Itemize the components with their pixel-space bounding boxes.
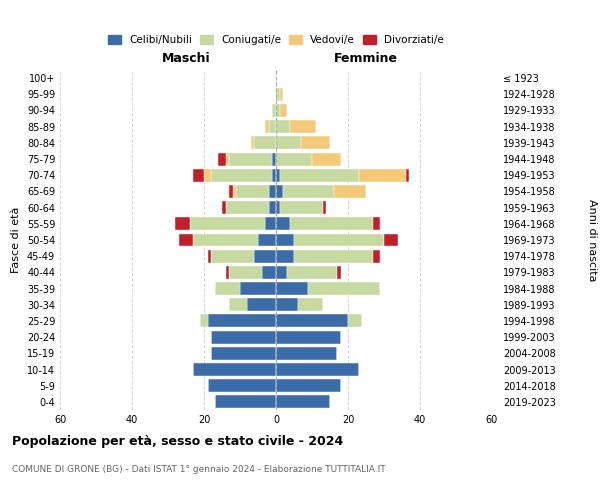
Bar xyxy=(359,169,406,181)
Bar xyxy=(215,396,276,408)
Bar xyxy=(254,250,276,262)
Bar xyxy=(226,201,269,214)
Bar xyxy=(276,314,348,328)
Bar xyxy=(406,169,409,181)
Bar xyxy=(262,266,276,279)
Bar xyxy=(276,396,330,408)
Bar xyxy=(276,379,341,392)
Bar xyxy=(251,136,254,149)
Bar xyxy=(348,314,362,328)
Bar xyxy=(294,250,373,262)
Bar xyxy=(211,169,272,181)
Bar xyxy=(193,363,276,376)
Text: Anni di nascita: Anni di nascita xyxy=(587,198,597,281)
Bar xyxy=(265,218,276,230)
Bar xyxy=(233,185,236,198)
Bar xyxy=(200,314,208,328)
Bar xyxy=(272,169,276,181)
Bar xyxy=(211,250,254,262)
Bar xyxy=(384,234,398,246)
Bar xyxy=(276,363,359,376)
Bar xyxy=(276,266,287,279)
Text: COMUNE DI GRONE (BG) - Dati ISTAT 1° gennaio 2024 - Elaborazione TUTTITALIA.IT: COMUNE DI GRONE (BG) - Dati ISTAT 1° gen… xyxy=(12,465,386,474)
Bar xyxy=(276,347,337,360)
Bar xyxy=(226,266,229,279)
Bar xyxy=(312,152,341,166)
Bar xyxy=(290,120,316,133)
Bar xyxy=(298,298,323,311)
Bar xyxy=(276,282,308,295)
Bar xyxy=(208,314,276,328)
Bar xyxy=(229,298,247,311)
Bar xyxy=(276,234,294,246)
Bar xyxy=(258,234,276,246)
Bar xyxy=(276,169,280,181)
Bar xyxy=(226,152,229,166)
Bar xyxy=(276,136,301,149)
Bar xyxy=(175,218,190,230)
Bar xyxy=(276,330,341,344)
Bar xyxy=(276,298,298,311)
Bar xyxy=(229,152,272,166)
Bar xyxy=(276,88,280,101)
Bar xyxy=(276,104,280,117)
Bar xyxy=(193,234,258,246)
Bar xyxy=(280,169,359,181)
Bar xyxy=(211,330,276,344)
Bar xyxy=(240,282,276,295)
Bar xyxy=(276,218,290,230)
Bar xyxy=(276,185,283,198)
Bar xyxy=(222,201,226,214)
Bar xyxy=(204,169,211,181)
Bar xyxy=(276,152,312,166)
Bar xyxy=(308,282,380,295)
Bar xyxy=(280,88,283,101)
Legend: Celibi/Nubili, Coniugati/e, Vedovi/e, Divorziati/e: Celibi/Nubili, Coniugati/e, Vedovi/e, Di… xyxy=(104,31,448,50)
Bar xyxy=(190,218,265,230)
Bar xyxy=(337,266,341,279)
Bar xyxy=(283,185,334,198)
Bar xyxy=(269,201,276,214)
Bar xyxy=(373,250,380,262)
Bar xyxy=(373,218,380,230)
Bar xyxy=(272,104,276,117)
Y-axis label: Fasce di età: Fasce di età xyxy=(11,207,21,273)
Bar xyxy=(254,136,276,149)
Bar xyxy=(269,185,276,198)
Bar xyxy=(272,152,276,166)
Bar xyxy=(276,250,294,262)
Bar xyxy=(208,250,211,262)
Bar xyxy=(290,218,373,230)
Bar xyxy=(211,347,276,360)
Bar xyxy=(208,379,276,392)
Text: Popolazione per età, sesso e stato civile - 2024: Popolazione per età, sesso e stato civil… xyxy=(12,435,343,448)
Bar xyxy=(236,185,269,198)
Bar xyxy=(280,104,287,117)
Bar xyxy=(323,201,326,214)
Bar xyxy=(301,136,330,149)
Bar xyxy=(276,201,280,214)
Bar xyxy=(193,169,204,181)
Bar xyxy=(215,282,240,295)
Bar xyxy=(287,266,337,279)
Bar xyxy=(247,298,276,311)
Bar xyxy=(269,120,276,133)
Bar xyxy=(218,152,226,166)
Bar xyxy=(334,185,366,198)
Bar xyxy=(265,120,269,133)
Bar xyxy=(229,185,233,198)
Bar xyxy=(280,201,323,214)
Bar xyxy=(276,120,290,133)
Bar xyxy=(179,234,193,246)
Bar xyxy=(229,266,262,279)
Bar xyxy=(294,234,384,246)
